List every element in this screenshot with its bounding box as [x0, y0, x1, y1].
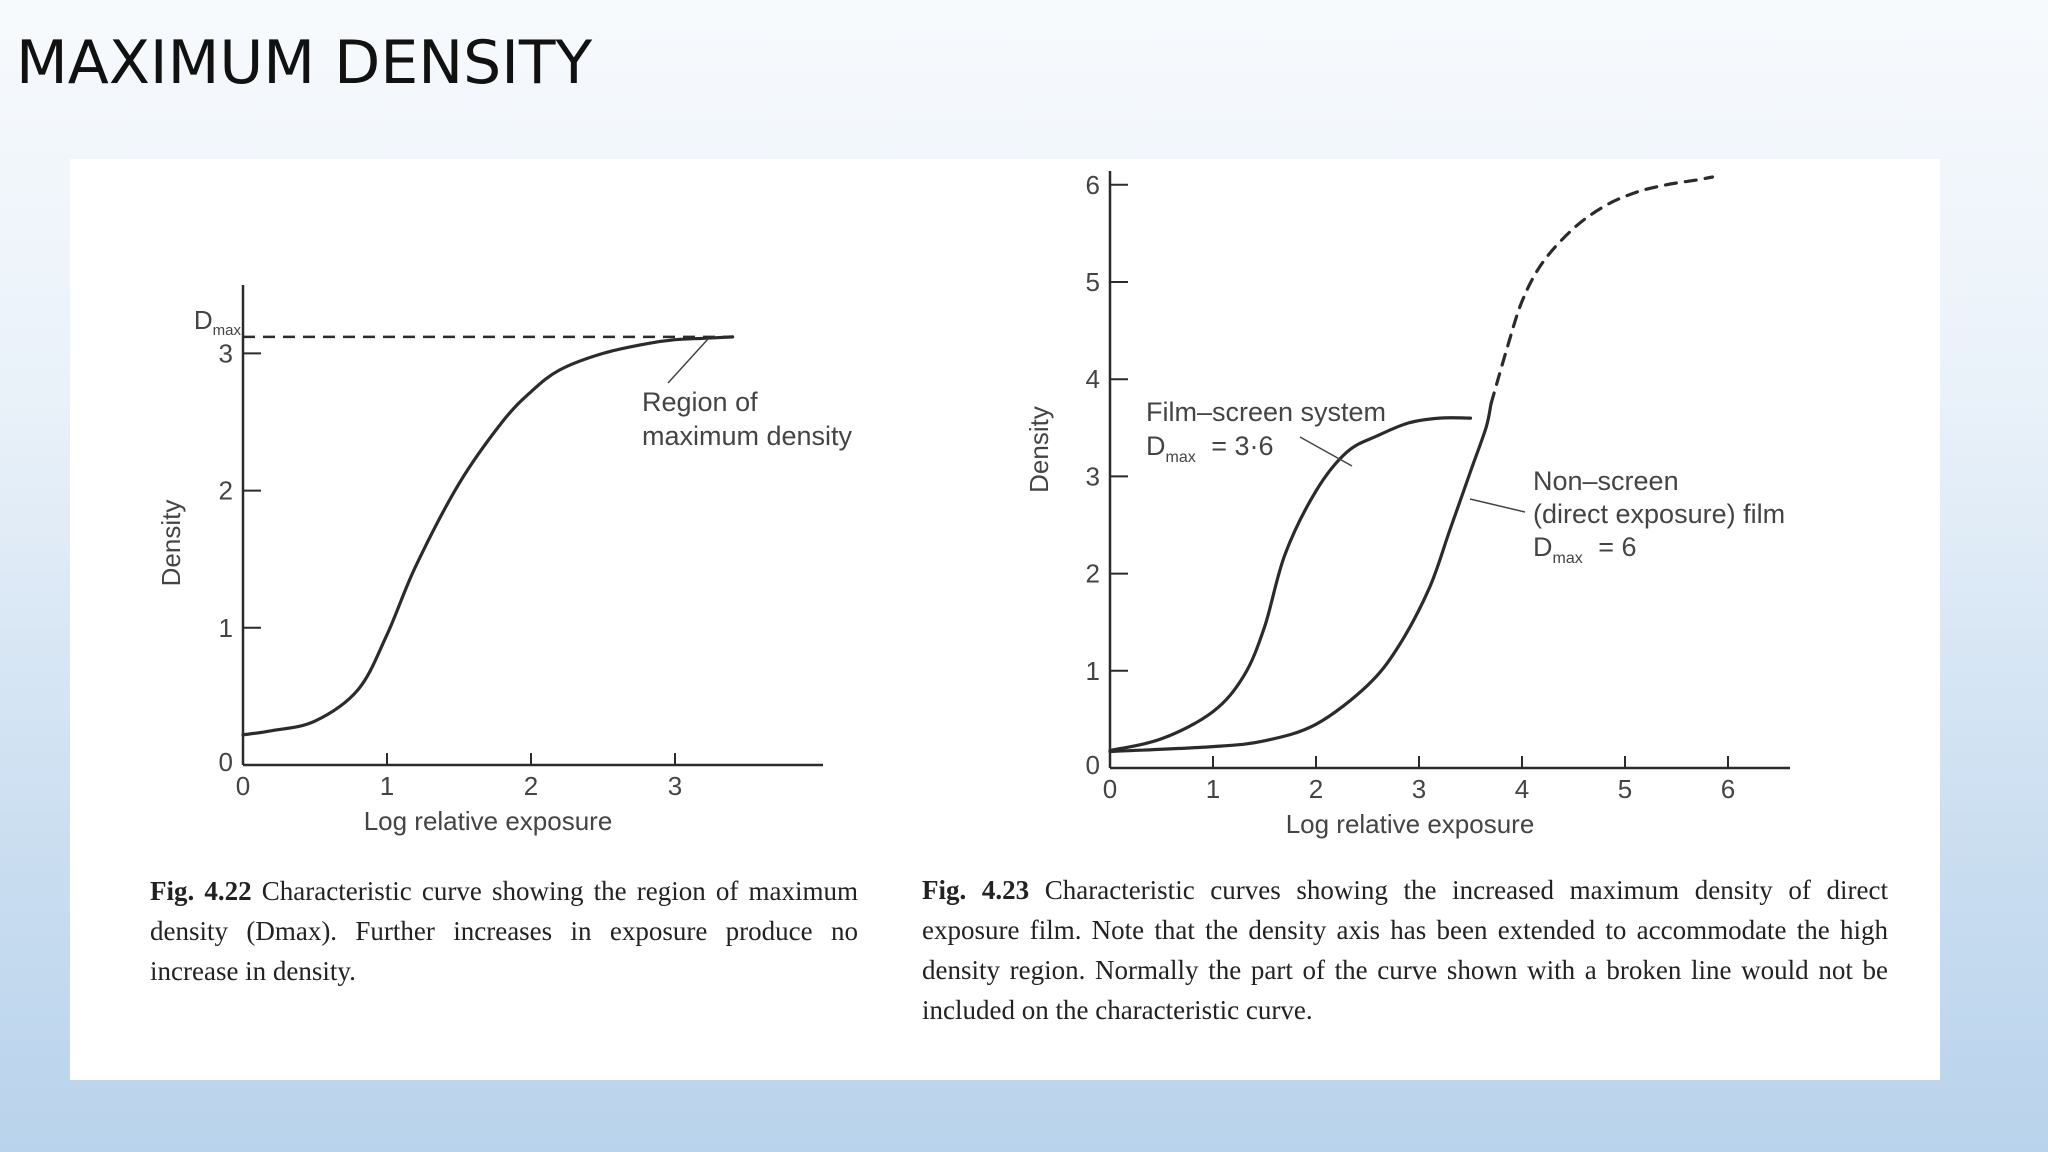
caption-fig-4-22: Fig. 4.22 Characteristic curve showing t…	[150, 871, 858, 991]
slide-title: MAXIMUM DENSITY	[16, 28, 593, 98]
series-0-curve	[1108, 416, 1473, 753]
caption-text: Characteristic curves showing the increa…	[922, 875, 1888, 1025]
caption-label: Fig. 4.23	[922, 875, 1030, 905]
x-axis-label: Log relative exposure	[364, 806, 613, 836]
y-tick-label: 0	[1086, 750, 1100, 780]
caption-text: Characteristic curve showing the region …	[150, 876, 858, 986]
x-tick-label: 0	[236, 771, 250, 801]
y-axis-label: Density	[1024, 406, 1054, 493]
series-0-curve	[241, 335, 735, 737]
x-tick-label: 2	[524, 771, 538, 801]
series-2-curve	[1489, 175, 1715, 406]
y-tick-label: 2	[219, 476, 233, 506]
series-1-curve	[1108, 401, 1493, 754]
y-tick-label: 1	[219, 613, 233, 643]
annotation-region-of-maximum-density: maximum density	[642, 421, 853, 451]
y-axis-label: Density	[156, 500, 186, 587]
caption-label: Fig. 4.22	[150, 876, 252, 906]
x-tick-label: 6	[1721, 774, 1735, 804]
caption-fig-4-23: Fig. 4.23 Characteristic curves showing …	[922, 870, 1888, 1030]
y-tick-label: 5	[1086, 267, 1100, 297]
x-tick-label: 2	[1309, 774, 1323, 804]
x-tick-label: 3	[668, 771, 682, 801]
y-tick-label: 3	[219, 338, 233, 368]
y-tick-label: 1	[1086, 656, 1100, 686]
annotation-film-screen-dmax: Dmax = 3·6	[1146, 431, 1274, 466]
x-tick-label: 0	[1103, 774, 1117, 804]
y-tick-label: 3	[1086, 461, 1100, 491]
annotation-non-screen: Non–screen	[1533, 466, 1679, 496]
figure-panel: 0 1 2 3 0 1 2 3 Log relative exposure Density Dmax…	[70, 159, 1940, 1080]
annotation-direct-exposure-film: (direct exposure) film	[1533, 499, 1785, 529]
x-axis-label: Log relative exposure	[1286, 809, 1535, 839]
x-tick-label: 5	[1618, 774, 1632, 804]
x-tick-label: 1	[380, 771, 394, 801]
x-tick-label: 3	[1412, 774, 1426, 804]
annotation-leader-line	[667, 338, 709, 384]
y-tick-label: 2	[1086, 559, 1100, 589]
chart-fig-4-23: 0 1 2 3 4 5 6 0 1 2 3 4 5 6 Log relative exposure Densi…	[1024, 170, 1790, 839]
annotation-film-screen-system: Film–screen system	[1146, 397, 1386, 427]
y-tick-label: 4	[1086, 364, 1100, 394]
annotation-non-screen-dmax: Dmax = 6	[1533, 532, 1637, 567]
y-tick-label: 0	[219, 747, 233, 777]
x-tick-label: 1	[1206, 774, 1220, 804]
chart-fig-4-22: 0 1 2 3 0 1 2 3 Log relative exposure Density Dmax…	[156, 285, 853, 836]
figures-canvas: 0 1 2 3 0 1 2 3 Log relative exposure Density Dmax…	[156, 170, 1790, 839]
x-tick-label: 4	[1515, 774, 1529, 804]
dmax-label: Dmax	[194, 305, 242, 339]
annotation-leader-line	[1299, 436, 1353, 467]
annotation-region-of-maximum-density: Region of	[642, 387, 758, 417]
annotation-leader-line	[1469, 498, 1526, 513]
y-tick-label: 6	[1086, 170, 1100, 200]
